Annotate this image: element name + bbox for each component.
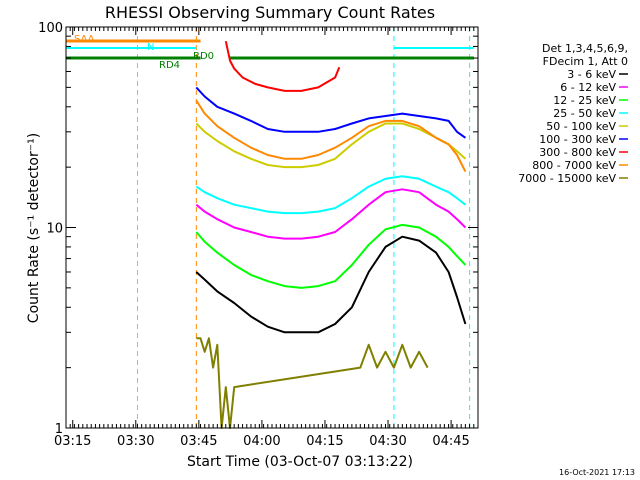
series-line-5 — [195, 86, 466, 139]
y-tick-label-1: 10 — [46, 222, 63, 237]
x-tick-label-3: 04:00 — [243, 434, 280, 449]
legend-header-0: Det 1,3,4,5,6,9, — [542, 42, 628, 55]
flag-label-n: N — [147, 42, 154, 53]
footer-date: 16-Oct-2021 17:13 — [559, 468, 635, 477]
legend-label-6: 300 - 800 keV — [539, 146, 616, 159]
y-tick-label-0: 1 — [55, 422, 63, 437]
series-line-8 — [196, 337, 429, 429]
series-line-2 — [195, 223, 467, 289]
series-line-3 — [195, 175, 467, 215]
flag-label-rd4: RD4 — [159, 60, 180, 71]
x-tick-label-2: 03:45 — [180, 434, 217, 449]
legend-label-5: 100 - 300 keV — [539, 133, 616, 146]
flag-label-rd0: RD0 — [193, 51, 214, 62]
plot-area: SAA N RD4 RD0 03:15 03:30 03:45 04:00 04:15 04:30… — [38, 21, 479, 449]
series-line-7 — [195, 99, 467, 173]
x-tick-label-5: 04:30 — [369, 434, 406, 449]
legend-label-4: 50 - 100 keV — [546, 120, 616, 133]
x-tick-label-6: 04:45 — [432, 434, 469, 449]
series-line-1 — [195, 188, 467, 240]
legend-label-3: 25 - 50 keV — [553, 107, 616, 120]
flag-label-saa: SAA — [74, 34, 95, 45]
legend-label-7: 800 - 7000 keV — [532, 159, 616, 172]
y-tick-label-2: 100 — [38, 21, 63, 36]
legend-header-1: FDecim 1, Att 0 — [543, 55, 628, 68]
x-tick-label-4: 04:15 — [306, 434, 343, 449]
legend-label-0: 3 - 6 keV — [567, 68, 616, 81]
x-axis-label: Start Time (03-Oct-07 03:13:22) — [187, 454, 413, 470]
y-axis-label: Count Rate (s⁻¹ detector⁻¹) — [26, 133, 42, 323]
legend-label-2: 12 - 25 keV — [553, 94, 616, 107]
legend: Det 1,3,4,5,6,9,FDecim 1, Att 03 - 6 keV… — [518, 42, 628, 185]
x-tick-label-1: 03:30 — [117, 434, 154, 449]
legend-label-1: 6 - 12 keV — [560, 81, 616, 94]
series-line-0 — [195, 235, 467, 334]
legend-label-8: 7000 - 15000 keV — [518, 172, 616, 185]
series-line-6 — [224, 40, 341, 92]
chart-title: RHESSI Observing Summary Count Rates — [105, 3, 435, 22]
x-tick-label-0: 03:15 — [54, 434, 91, 449]
